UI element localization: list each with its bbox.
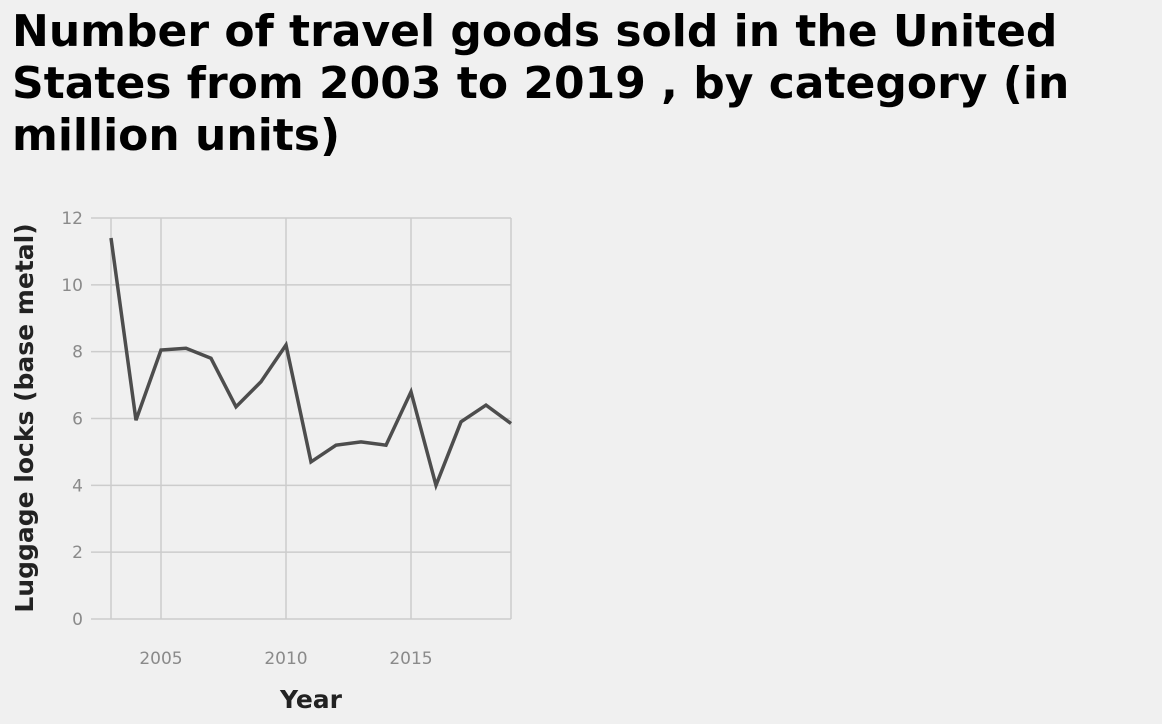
x-tick-label: 2015 xyxy=(389,649,432,669)
chart-title: Number of travel goods sold in the Unite… xyxy=(12,6,1070,161)
y-tick-label: 12 xyxy=(61,209,83,229)
y-axis-label: Luggage locks (base metal) xyxy=(10,223,39,612)
y-tick-label: 6 xyxy=(72,410,83,430)
y-tick-label: 4 xyxy=(72,476,83,496)
x-tick-label: 2005 xyxy=(139,649,182,669)
y-axis-ticks: 0 2 4 6 8 10 12 xyxy=(61,209,83,630)
y-tick-label: 10 xyxy=(61,276,83,296)
x-axis-ticks: 2005 2010 2015 xyxy=(139,649,432,669)
series-line xyxy=(109,237,513,491)
y-tick-label: 8 xyxy=(72,343,83,363)
x-tick-label: 2010 xyxy=(264,649,307,669)
x-axis-label: Year xyxy=(279,685,343,714)
y-tick-label: 0 xyxy=(72,610,83,630)
y-tick-label: 2 xyxy=(72,543,83,563)
